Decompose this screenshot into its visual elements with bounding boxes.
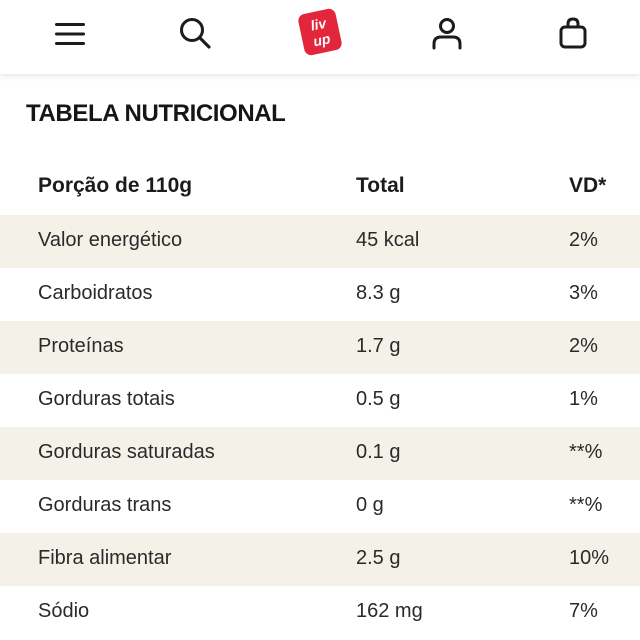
nutrient-vd: 7% — [569, 600, 598, 622]
top-navigation-bar: liv up — [0, 0, 640, 74]
table-row: Sódio 162 mg 7% — [0, 586, 640, 639]
nutrient-total: 2.5 g — [356, 547, 401, 569]
table-row: Gorduras trans 0 g **% — [0, 480, 640, 533]
table-header: Porção de 110g Total VD* — [0, 160, 640, 215]
column-header-vd: VD* — [569, 174, 607, 197]
liv-up-logo: liv up — [298, 8, 342, 56]
table-row: Proteínas 1.7 g 2% — [0, 321, 640, 374]
nutrient-total: 0 g — [356, 494, 384, 516]
nutrition-table: Porção de 110g Total VD* Valor energétic… — [0, 160, 640, 639]
brand-logo[interactable]: liv up — [296, 7, 344, 57]
nutrient-total: 8.3 g — [356, 282, 401, 304]
table-row: Gorduras totais 0.5 g 1% — [0, 374, 640, 427]
nutrient-name: Fibra alimentar — [38, 547, 172, 569]
table-row: Valor energético 45 kcal 2% — [0, 215, 640, 268]
nutrient-name: Gorduras trans — [38, 494, 172, 516]
section-title: TABELA NUTRICIONAL — [26, 100, 286, 127]
svg-text:up: up — [312, 30, 332, 49]
nutrient-vd: **% — [569, 441, 603, 463]
table-row: Carboidratos 8.3 g 3% — [0, 268, 640, 321]
nutrient-name: Valor energético — [38, 229, 183, 251]
nutrient-vd: 3% — [569, 282, 598, 304]
nutrient-total: 1.7 g — [356, 335, 401, 357]
nutrient-total: 45 kcal — [356, 229, 420, 251]
hamburger-menu-icon — [55, 23, 85, 45]
nutrient-name: Carboidratos — [38, 282, 153, 304]
nutrient-name: Sódio — [38, 600, 90, 622]
nutrient-vd: 1% — [569, 388, 598, 410]
menu-button[interactable] — [50, 14, 90, 54]
account-button[interactable] — [426, 12, 468, 54]
table-row: Fibra alimentar 2.5 g 10% — [0, 533, 640, 586]
cart-button[interactable] — [552, 12, 594, 54]
account-icon — [432, 18, 462, 50]
nutrient-total: 0.5 g — [356, 388, 401, 410]
nutrient-vd: 10% — [569, 547, 610, 569]
nutrient-vd: **% — [569, 494, 603, 516]
shopping-bag-icon — [559, 17, 587, 49]
nutrient-total: 0.1 g — [356, 441, 401, 463]
search-button[interactable] — [174, 12, 216, 54]
nutrient-vd: 2% — [569, 335, 598, 357]
nutrient-name: Proteínas — [38, 335, 124, 357]
nutrient-total: 162 mg — [356, 600, 423, 622]
svg-text:liv: liv — [309, 14, 329, 33]
search-icon — [180, 18, 211, 49]
table-row: Gorduras saturadas 0.1 g **% — [0, 427, 640, 480]
nutrient-vd: 2% — [569, 229, 598, 251]
column-header-portion: Porção de 110g — [38, 174, 193, 197]
nutrient-name: Gorduras totais — [38, 388, 175, 410]
nutrient-name: Gorduras saturadas — [38, 441, 215, 463]
column-header-total: Total — [356, 174, 405, 197]
